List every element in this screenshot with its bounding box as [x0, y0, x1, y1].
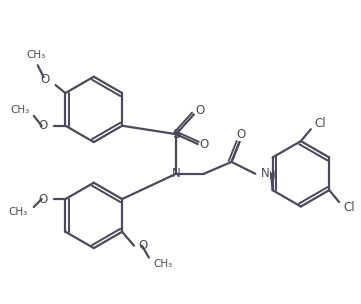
Text: Cl: Cl: [315, 117, 326, 130]
Text: Cl: Cl: [343, 202, 355, 215]
Text: O: O: [138, 239, 147, 252]
Text: CH₃: CH₃: [26, 50, 45, 60]
Text: O: O: [38, 192, 48, 206]
Text: O: O: [40, 73, 49, 86]
Text: CH₃: CH₃: [154, 259, 173, 269]
Text: CH₃: CH₃: [9, 207, 28, 217]
Text: O: O: [237, 128, 246, 141]
Text: O: O: [195, 104, 204, 117]
Text: O: O: [38, 119, 48, 132]
Text: CH₃: CH₃: [10, 105, 30, 115]
Text: N: N: [261, 167, 270, 180]
Text: O: O: [199, 138, 208, 150]
Text: N: N: [172, 167, 180, 180]
Text: S: S: [172, 128, 180, 141]
Text: H: H: [269, 171, 277, 181]
